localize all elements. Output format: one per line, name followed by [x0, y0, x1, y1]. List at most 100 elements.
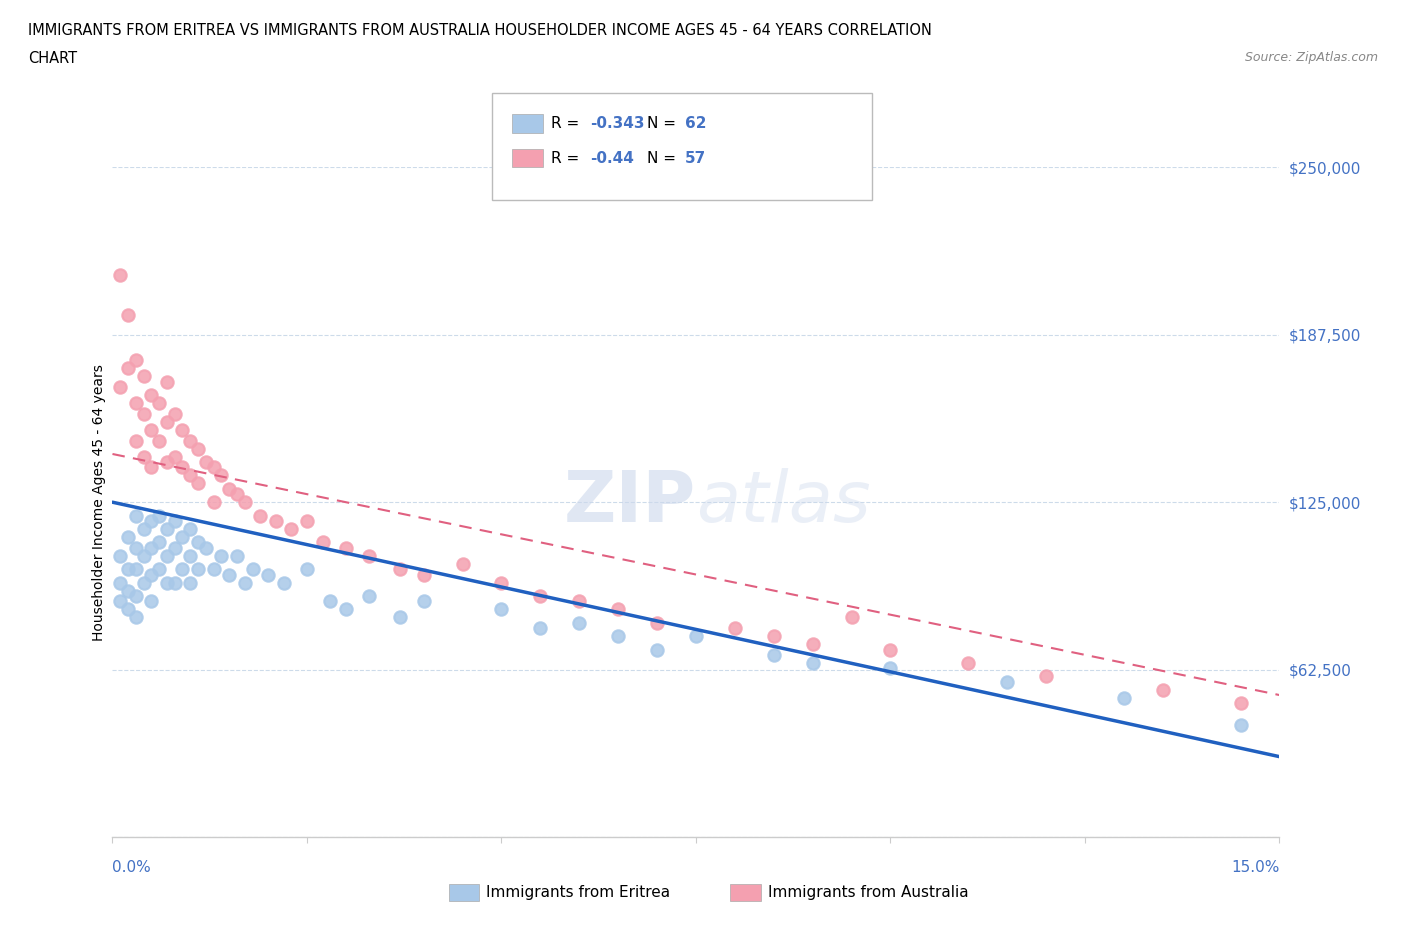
Point	[319, 594, 342, 609]
Point	[172, 422, 194, 437]
Point	[202, 562, 225, 577]
Point	[242, 562, 264, 577]
Point	[233, 575, 256, 590]
Point	[233, 495, 256, 510]
Point	[451, 556, 474, 571]
Point	[141, 460, 163, 475]
Point	[645, 642, 668, 657]
Point	[218, 482, 240, 497]
Point	[359, 589, 381, 604]
Point	[568, 594, 591, 609]
Point	[257, 567, 280, 582]
Point	[125, 562, 148, 577]
Text: IMMIGRANTS FROM ERITREA VS IMMIGRANTS FROM AUSTRALIA HOUSEHOLDER INCOME AGES 45 : IMMIGRANTS FROM ERITREA VS IMMIGRANTS FR…	[28, 23, 932, 38]
Point	[295, 562, 318, 577]
Point	[335, 602, 357, 617]
Point	[117, 307, 139, 322]
Point	[117, 583, 139, 598]
Point	[110, 594, 132, 609]
Point	[645, 616, 668, 631]
Point	[163, 449, 186, 464]
Point	[529, 620, 551, 635]
Point	[141, 567, 163, 582]
Point	[359, 549, 381, 564]
Text: -0.44: -0.44	[591, 151, 634, 166]
Point	[187, 535, 209, 550]
Point	[879, 661, 901, 676]
Point	[117, 562, 139, 577]
Point	[202, 460, 225, 475]
Point	[125, 589, 148, 604]
Point	[801, 637, 824, 652]
Point	[264, 513, 287, 528]
Point	[1035, 669, 1057, 684]
Text: 57: 57	[685, 151, 706, 166]
Point	[194, 455, 217, 470]
Point	[141, 540, 163, 555]
Text: atlas: atlas	[696, 468, 870, 537]
Point	[226, 486, 249, 501]
Point	[125, 508, 148, 523]
Point	[187, 441, 209, 456]
Point	[125, 610, 148, 625]
Point	[156, 522, 179, 537]
Y-axis label: Householder Income Ages 45 - 64 years: Householder Income Ages 45 - 64 years	[91, 364, 105, 641]
Point	[156, 415, 179, 430]
Point	[163, 406, 186, 421]
Point	[110, 549, 132, 564]
Text: N =: N =	[647, 116, 681, 131]
Text: R =: R =	[551, 151, 585, 166]
Point	[179, 522, 201, 537]
Point	[389, 610, 412, 625]
Point	[117, 529, 139, 544]
Text: -0.343: -0.343	[591, 116, 645, 131]
Point	[148, 535, 170, 550]
Point	[125, 395, 148, 410]
Point	[179, 575, 201, 590]
Point	[529, 589, 551, 604]
Text: 62: 62	[685, 116, 706, 131]
Point	[141, 388, 163, 403]
Text: Immigrants from Australia: Immigrants from Australia	[768, 885, 969, 900]
Text: CHART: CHART	[28, 51, 77, 66]
Point	[311, 535, 333, 550]
Point	[172, 562, 194, 577]
Text: N =: N =	[647, 151, 681, 166]
Point	[209, 468, 232, 483]
Text: ZIP: ZIP	[564, 468, 696, 537]
Point	[187, 562, 209, 577]
Point	[117, 602, 139, 617]
Point	[1112, 690, 1135, 705]
Point	[957, 656, 980, 671]
Text: 0.0%: 0.0%	[112, 860, 152, 875]
Point	[335, 540, 357, 555]
Point	[163, 540, 186, 555]
Point	[148, 395, 170, 410]
Point	[491, 575, 513, 590]
Point	[607, 629, 630, 644]
Point	[724, 620, 747, 635]
Text: Source: ZipAtlas.com: Source: ZipAtlas.com	[1244, 51, 1378, 64]
Point	[607, 602, 630, 617]
Point	[141, 594, 163, 609]
Point	[1229, 717, 1251, 732]
Point	[110, 575, 132, 590]
Point	[132, 369, 155, 384]
Point	[187, 476, 209, 491]
Point	[125, 540, 148, 555]
Point	[132, 406, 155, 421]
Text: Immigrants from Eritrea: Immigrants from Eritrea	[486, 885, 671, 900]
Point	[172, 460, 194, 475]
Point	[132, 449, 155, 464]
Point	[179, 468, 201, 483]
Point	[148, 433, 170, 448]
Point	[762, 629, 785, 644]
Point	[141, 513, 163, 528]
Point	[132, 522, 155, 537]
Point	[209, 549, 232, 564]
Point	[148, 562, 170, 577]
Point	[218, 567, 240, 582]
Point	[163, 575, 186, 590]
Text: R =: R =	[551, 116, 585, 131]
Point	[295, 513, 318, 528]
